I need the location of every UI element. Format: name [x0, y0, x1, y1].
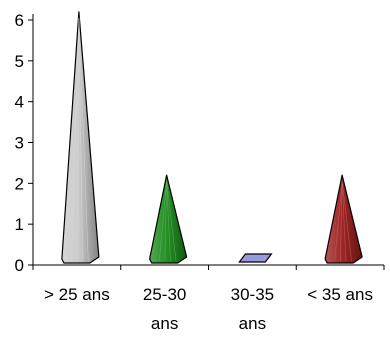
x-category-label: < 35 ans	[307, 285, 373, 304]
cone-bar	[149, 174, 188, 264]
cone-facet	[341, 181, 347, 262]
cone-bar	[324, 174, 363, 264]
cone-facet	[166, 181, 177, 262]
x-axis: > 25 ans 25-30 ans 30-35 ans < 35 ans	[32, 264, 385, 333]
y-tick-label: 2	[15, 174, 24, 193]
y-tick-label: 4	[15, 93, 24, 112]
x-category-label-line2: ans	[151, 314, 178, 333]
cone-facet	[341, 181, 352, 262]
y-tick-label: 5	[15, 52, 24, 71]
cone-facet	[78, 17, 89, 262]
cone-facet	[164, 181, 167, 262]
cone-body	[324, 174, 363, 264]
cone-facet	[340, 181, 343, 262]
cone-bar	[238, 253, 273, 263]
cone-facet	[76, 17, 80, 262]
x-category-label: > 25 ans	[44, 285, 110, 304]
y-axis: 0 1 2 3 4 5 6	[15, 11, 34, 275]
cone-facet	[166, 181, 171, 262]
y-tick-label: 0	[15, 256, 24, 275]
cone-facet	[78, 17, 83, 262]
cone-series	[61, 11, 363, 264]
cone-body	[61, 11, 100, 264]
cone-facet	[71, 17, 80, 262]
cone-disc	[238, 253, 273, 263]
y-tick-label: 6	[15, 11, 24, 30]
cone-facet	[334, 181, 343, 262]
x-category-label: 25-30	[143, 285, 186, 304]
y-tick-label: 1	[15, 215, 24, 234]
cone-bar	[61, 11, 100, 264]
cone-facet	[158, 181, 167, 262]
y-tick-label: 3	[15, 134, 24, 153]
x-category-label-line2: ans	[239, 314, 266, 333]
x-category-label: 30-35	[231, 285, 274, 304]
cone-body	[149, 174, 188, 264]
